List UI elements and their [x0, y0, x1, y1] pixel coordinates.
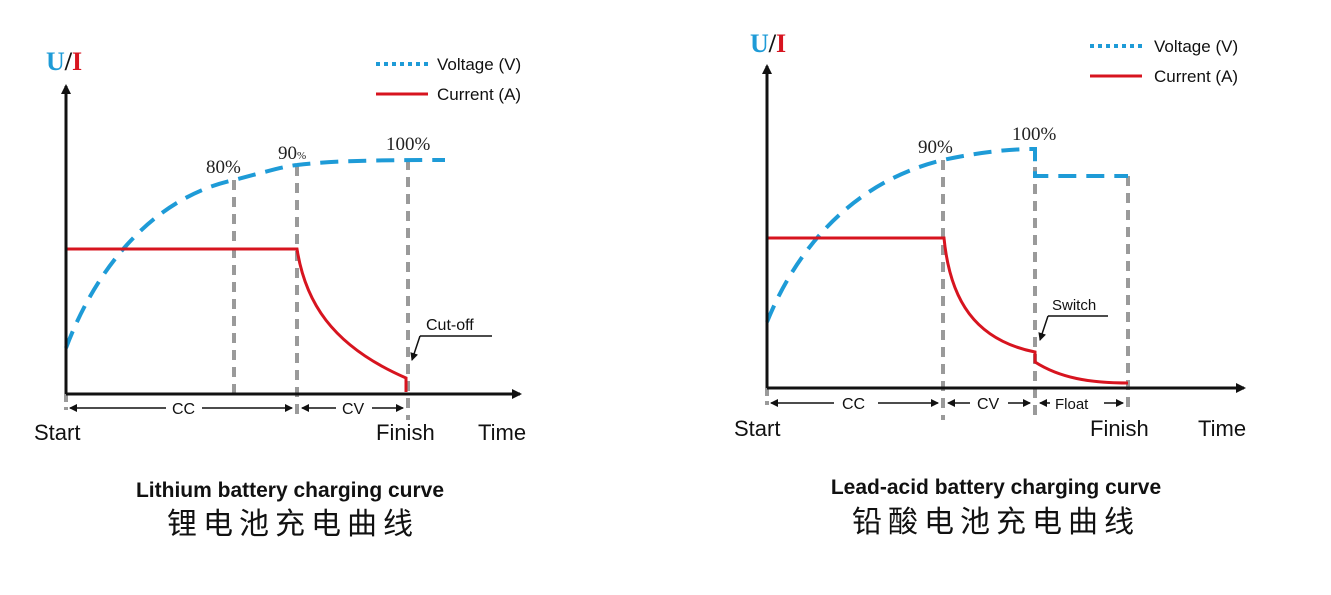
- voltage-curve: [64, 158, 446, 349]
- axis-title-i: I: [776, 29, 786, 58]
- phase-cc: CC: [842, 396, 865, 413]
- legend-current-label: Current (A): [1154, 67, 1238, 86]
- label-finish: Finish: [376, 420, 435, 445]
- phase-cv: CV: [977, 396, 1000, 413]
- label-90pct: 90%: [918, 137, 953, 158]
- axis-title-slash: /: [768, 29, 777, 58]
- axis-title-u: U: [750, 29, 769, 58]
- caption-chinese: 铅酸电池充电曲线: [852, 505, 1140, 540]
- phase-float: Float: [1055, 396, 1089, 413]
- legend: Voltage (V) Current (A): [376, 55, 521, 104]
- label-100pct: 100%: [386, 134, 431, 155]
- switch-arrow: [1038, 315, 1049, 341]
- lead-acid-chart: U/I Voltage (V) Current (A) 90% 100% Swi…: [734, 29, 1246, 540]
- cutoff-arrow: [410, 335, 421, 361]
- axis-title: U/I: [750, 29, 786, 58]
- current-curve: [767, 236, 1129, 385]
- axis-title-slash: /: [64, 47, 73, 76]
- lithium-chart: U/I Voltage (V) Current (A) 80% 90% 100%…: [34, 47, 526, 542]
- axis-title: U/I: [46, 47, 82, 76]
- axis-title-i: I: [72, 47, 82, 76]
- legend-voltage-label: Voltage (V): [1154, 37, 1238, 56]
- label-start: Start: [34, 420, 80, 445]
- phase-cc: CC: [172, 401, 195, 418]
- label-100pct: 100%: [1012, 124, 1057, 145]
- current-curve: [66, 247, 408, 392]
- caption-english: Lead-acid battery charging curve: [831, 476, 1161, 499]
- legend-voltage-label: Voltage (V): [437, 55, 521, 74]
- caption-chinese: 锂电池充电曲线: [167, 507, 419, 542]
- switch-label: Switch: [1052, 297, 1096, 314]
- phase-cv: CV: [342, 401, 365, 418]
- label-time: Time: [1198, 416, 1246, 441]
- label-time: Time: [478, 420, 526, 445]
- label-90-sign: %: [297, 150, 306, 162]
- label-90-num: 90: [278, 143, 297, 164]
- legend-current-label: Current (A): [437, 85, 521, 104]
- label-90pct: 90%: [278, 143, 306, 164]
- label-80pct: 80%: [206, 157, 241, 178]
- axis-title-u: U: [46, 47, 65, 76]
- label-finish: Finish: [1090, 416, 1149, 441]
- cutoff-label: Cut-off: [426, 317, 474, 334]
- voltage-curve: [765, 146, 1128, 323]
- caption-english: Lithium battery charging curve: [136, 479, 444, 502]
- label-start: Start: [734, 416, 780, 441]
- legend: Voltage (V) Current (A): [1090, 37, 1238, 86]
